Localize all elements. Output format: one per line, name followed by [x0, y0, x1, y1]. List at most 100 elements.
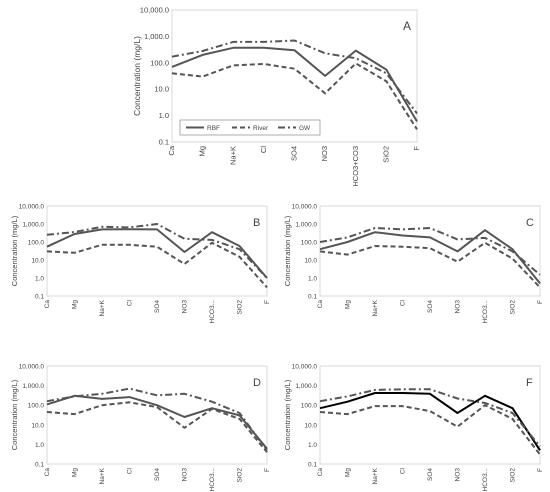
series-line-river	[171, 62, 418, 130]
y-tick-label: 100.0	[150, 58, 169, 67]
x-tick-label: Cl	[259, 146, 268, 153]
series-line-river	[319, 241, 541, 289]
x-tick-label: HCO3...	[209, 300, 216, 324]
y-tick-label: 1,000.0	[295, 383, 317, 390]
x-tick-label: Na+K	[228, 146, 237, 165]
y-tick-label: 1.0	[308, 276, 317, 283]
y-axis-label: Concentration (mg/L)	[283, 379, 292, 450]
series-line-rbf	[319, 392, 541, 451]
panel-label: C	[526, 217, 534, 229]
y-tick-label: 10.0	[154, 85, 169, 94]
x-tick-label: Mg	[72, 468, 79, 477]
plot-frame	[46, 365, 268, 465]
series-line-river	[46, 401, 268, 453]
panel-label: B	[253, 217, 260, 229]
y-tick-label: 0.1	[308, 462, 317, 469]
series-line-gw	[46, 387, 268, 451]
y-tick-label: 10.0	[31, 422, 44, 429]
plot-frame	[319, 365, 541, 465]
x-tick-label: F	[537, 300, 544, 304]
x-tick-label: Na+K	[372, 467, 379, 484]
panel-label: A	[403, 19, 411, 33]
x-tick-label: SO4	[290, 146, 299, 161]
x-tick-label: F	[264, 468, 271, 472]
series-line-gw	[171, 39, 418, 115]
x-tick-label: Mg	[345, 468, 352, 477]
y-axis-label: Concentration (mg/L)	[283, 215, 292, 286]
x-tick-label: Ca	[167, 145, 176, 155]
series-line-river	[319, 404, 541, 456]
y-tick-label: 1.0	[35, 276, 44, 283]
chart-panel-b: 0.1 1.0 10.0 100.0 1,000.0 10,000.0Concentrat…	[10, 204, 271, 324]
series-line-rbf	[46, 228, 268, 279]
y-tick-label: 1,000.0	[295, 222, 317, 229]
y-tick-label: 10.0	[304, 258, 317, 265]
series-line-gw	[319, 388, 541, 447]
y-tick-label: 100.0	[301, 240, 318, 247]
y-tick-label: 1.0	[35, 442, 44, 449]
x-tick-label: Mg	[72, 300, 79, 309]
x-tick-label: SiO2	[510, 300, 517, 315]
plot-frame	[171, 9, 418, 143]
x-tick-label: SiO2	[237, 300, 244, 315]
legend: RBF River GW	[179, 119, 321, 136]
x-tick-label: HCO3...	[209, 468, 216, 492]
y-tick-label: 1,000.0	[144, 32, 169, 41]
plot-frame	[46, 205, 268, 297]
y-tick-label: 10,000.0	[140, 6, 169, 15]
x-tick-label: NO3	[455, 468, 462, 482]
y-axis-label: Concentration (mg/L)	[132, 36, 142, 116]
series-line-rbf	[319, 229, 541, 285]
x-tick-label: Cl	[400, 299, 407, 306]
y-tick-label: 100.0	[28, 403, 45, 410]
y-tick-label: 1.0	[159, 111, 169, 120]
y-tick-label: 10,000.0	[292, 204, 318, 211]
series-line-river	[46, 241, 268, 289]
chart-panel-a: 0.1 1.0 10.0 100.0 1,000.0 10,000.0 Concentrat…	[132, 6, 421, 187]
y-tick-label: 10,000.0	[292, 364, 318, 371]
y-tick-label: 0.1	[159, 138, 169, 147]
series-line-rbf	[46, 394, 268, 450]
x-tick-label: NO3	[455, 300, 462, 314]
x-tick-label: SO4	[427, 300, 434, 313]
x-tick-label: Na+K	[99, 299, 106, 316]
series-line-gw	[46, 223, 268, 279]
y-axis-label: Concentration (mg/L)	[10, 379, 19, 450]
x-tick-label: SO4	[154, 300, 161, 313]
legend-label: River	[253, 125, 269, 132]
x-tick-label: F	[537, 468, 544, 472]
x-tick-label: SiO2	[237, 468, 244, 483]
x-tick-label: SO4	[154, 468, 161, 481]
x-tick-label: HCO3...	[482, 468, 489, 492]
y-tick-label: 0.1	[35, 462, 44, 469]
x-tick-label: Cl	[127, 467, 134, 474]
chart-panel-d: 0.1 1.0 10.0 100.0 1,000.0 10,000.0 Concentrat…	[10, 364, 271, 492]
x-tick-label: Na+K	[372, 299, 379, 316]
x-tick-label: F	[264, 300, 271, 304]
series-line-rbf	[171, 46, 418, 123]
x-tick-label: HCO3+CO3	[351, 146, 360, 187]
legend-label: GW	[299, 125, 311, 132]
x-tick-label: SO4	[427, 468, 434, 481]
x-tick-label: NO3	[320, 146, 329, 161]
x-tick-label: Mg	[345, 300, 352, 309]
legend-label: RBF	[207, 125, 220, 132]
x-tick-label: Cl	[400, 467, 407, 474]
y-tick-label: 10,000.0	[19, 204, 45, 211]
y-axis-label: Concentration (mg/L)	[10, 215, 19, 286]
y-tick-label: 0.1	[308, 294, 317, 301]
x-tick-label: Ca	[317, 468, 324, 477]
x-tick-label: Ca	[44, 468, 51, 477]
y-tick-label: 100.0	[301, 403, 318, 410]
x-tick-label: Ca	[44, 300, 51, 309]
x-tick-label: F	[412, 146, 421, 151]
panel-label: F	[526, 377, 533, 389]
x-tick-label: HCO3...	[482, 300, 489, 324]
x-tick-label: SiO2	[381, 146, 390, 163]
x-tick-label: Cl	[127, 299, 134, 306]
x-tick-label: NO3	[182, 300, 189, 314]
panel-label: D	[253, 377, 261, 389]
plot-frame	[319, 205, 541, 297]
x-tick-label: NO3	[182, 468, 189, 482]
